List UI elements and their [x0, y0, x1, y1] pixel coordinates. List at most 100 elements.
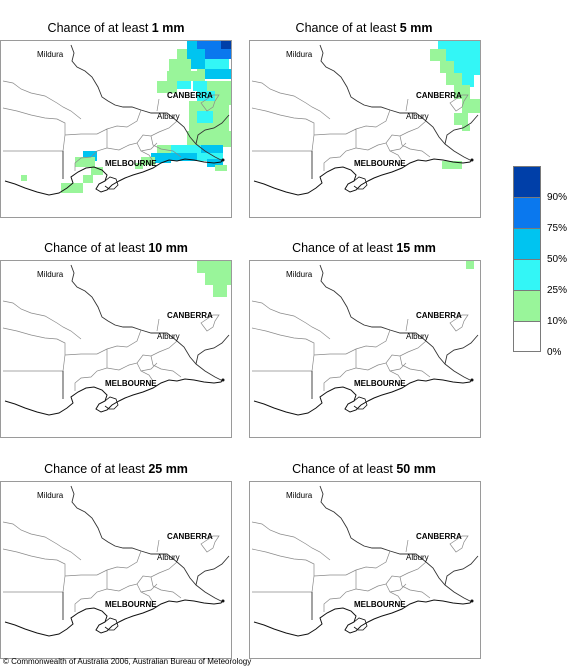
map-10mm: Mildura CANBERRA Albury MELBOURNE	[0, 260, 232, 438]
place-label-melbourne: MELBOURNE	[105, 379, 157, 388]
probability-cell	[462, 99, 480, 113]
place-label-albury: Albury	[406, 553, 429, 562]
place-label-melbourne: MELBOURNE	[354, 159, 406, 168]
title-amount: 1 mm	[151, 21, 185, 35]
panel-title-15mm: Chance of at least 15 mm	[248, 240, 480, 256]
place-label-albury: Albury	[406, 332, 429, 341]
probability-cell	[193, 81, 207, 91]
probability-cell	[177, 81, 191, 89]
panel-title-1mm: Chance of at least 1 mm	[0, 20, 232, 36]
probability-cell	[221, 41, 231, 49]
legend-label: 0%	[547, 347, 562, 358]
probability-cell	[454, 113, 468, 125]
probability-cell	[205, 69, 231, 79]
title-prefix: Chance of at least	[292, 241, 397, 255]
title-amount: 15 mm	[396, 241, 436, 255]
state-border	[311, 44, 479, 179]
probability-cell	[197, 111, 213, 123]
coastline	[253, 599, 473, 637]
place-label-melbourne: MELBOURNE	[354, 379, 406, 388]
panel-title-50mm: Chance of at least 50 mm	[248, 461, 480, 477]
probability-cell	[187, 131, 231, 147]
probability-cell	[171, 153, 197, 161]
probability-cell	[167, 71, 197, 81]
probability-cell	[197, 41, 221, 49]
place-label-mildura: Mildura	[37, 270, 64, 279]
place-label-canberra: CANBERRA	[416, 532, 462, 541]
map-1mm: Mildura CANBERRA Albury MELBOURNE	[0, 40, 232, 218]
gabo-island-marker	[470, 158, 474, 162]
copyright-footer: © Commonwealth of Australia 2006, Austra…	[3, 657, 252, 666]
gabo-island-marker	[221, 158, 225, 162]
place-label-canberra: CANBERRA	[167, 311, 213, 320]
probability-cell	[454, 85, 470, 99]
legend-label: 75%	[547, 223, 568, 234]
probability-cell	[141, 157, 155, 165]
place-label-mildura: Mildura	[286, 270, 313, 279]
map-15mm: Mildura CANBERRA Albury MELBOURNE	[249, 260, 481, 438]
place-label-albury: Albury	[157, 112, 180, 121]
panel-title-25mm: Chance of at least 25 mm	[0, 461, 232, 477]
probability-cells	[197, 261, 231, 297]
probability-cell	[151, 153, 171, 163]
probability-cell	[171, 145, 201, 155]
title-prefix: Chance of at least	[295, 21, 400, 35]
legend-label: 25%	[547, 285, 568, 296]
legend-swatch	[513, 259, 541, 290]
gabo-island-marker	[221, 599, 225, 603]
place-label-melbourne: MELBOURNE	[105, 159, 157, 168]
map-svg	[251, 261, 479, 416]
probability-cell	[440, 61, 454, 73]
place-label-mildura: Mildura	[286, 491, 313, 500]
state-border	[62, 485, 230, 620]
panel-title-5mm: Chance of at least 5 mm	[248, 20, 480, 36]
probability-cell	[446, 73, 462, 85]
place-label-mildura: Mildura	[37, 50, 64, 59]
panel-title-10mm: Chance of at least 10 mm	[0, 240, 232, 256]
title-amount: 25 mm	[148, 462, 188, 476]
gabo-island-marker	[221, 378, 225, 382]
place-label-canberra: CANBERRA	[167, 532, 213, 541]
place-label-albury: Albury	[157, 332, 180, 341]
state-border	[311, 485, 479, 620]
place-label-canberra: CANBERRA	[167, 91, 213, 100]
place-label-melbourne: MELBOURNE	[354, 600, 406, 609]
legend-label: 50%	[547, 254, 568, 265]
state-border	[62, 264, 230, 399]
probability-cell	[83, 175, 93, 183]
port-phillip-bay	[104, 617, 119, 631]
gabo-island-marker	[470, 599, 474, 603]
probability-cell	[462, 125, 470, 131]
probability-cell	[215, 165, 227, 171]
port-phillip-bay	[104, 396, 119, 410]
probability-cell	[187, 41, 197, 49]
probability-legend	[513, 166, 541, 352]
map-svg	[2, 261, 231, 416]
probability-cell	[75, 157, 95, 167]
probability-cell	[454, 61, 480, 75]
probability-cell	[197, 69, 205, 81]
probability-cell	[135, 163, 143, 169]
title-amount: 5 mm	[399, 21, 433, 35]
coastline	[4, 158, 224, 196]
map-50mm: Mildura CANBERRA Albury MELBOURNE	[249, 481, 481, 659]
probability-cell	[177, 49, 187, 61]
map-svg	[251, 41, 480, 196]
probability-cell	[446, 51, 480, 61]
legend-label: 10%	[547, 316, 568, 327]
coastline	[253, 378, 473, 416]
probability-cell	[462, 75, 474, 87]
probability-cell	[213, 285, 227, 297]
title-prefix: Chance of at least	[292, 462, 397, 476]
place-label-mildura: Mildura	[37, 491, 64, 500]
port-phillip-bay	[353, 617, 368, 631]
map-svg	[251, 485, 479, 637]
gabo-island-marker	[470, 378, 474, 382]
probability-cell	[191, 59, 205, 69]
port-phillip-bay	[353, 396, 368, 410]
probability-cell	[197, 153, 223, 161]
map-svg	[2, 485, 230, 637]
probability-cell	[205, 59, 229, 69]
probability-cell	[205, 273, 231, 285]
probability-cell	[83, 151, 97, 161]
